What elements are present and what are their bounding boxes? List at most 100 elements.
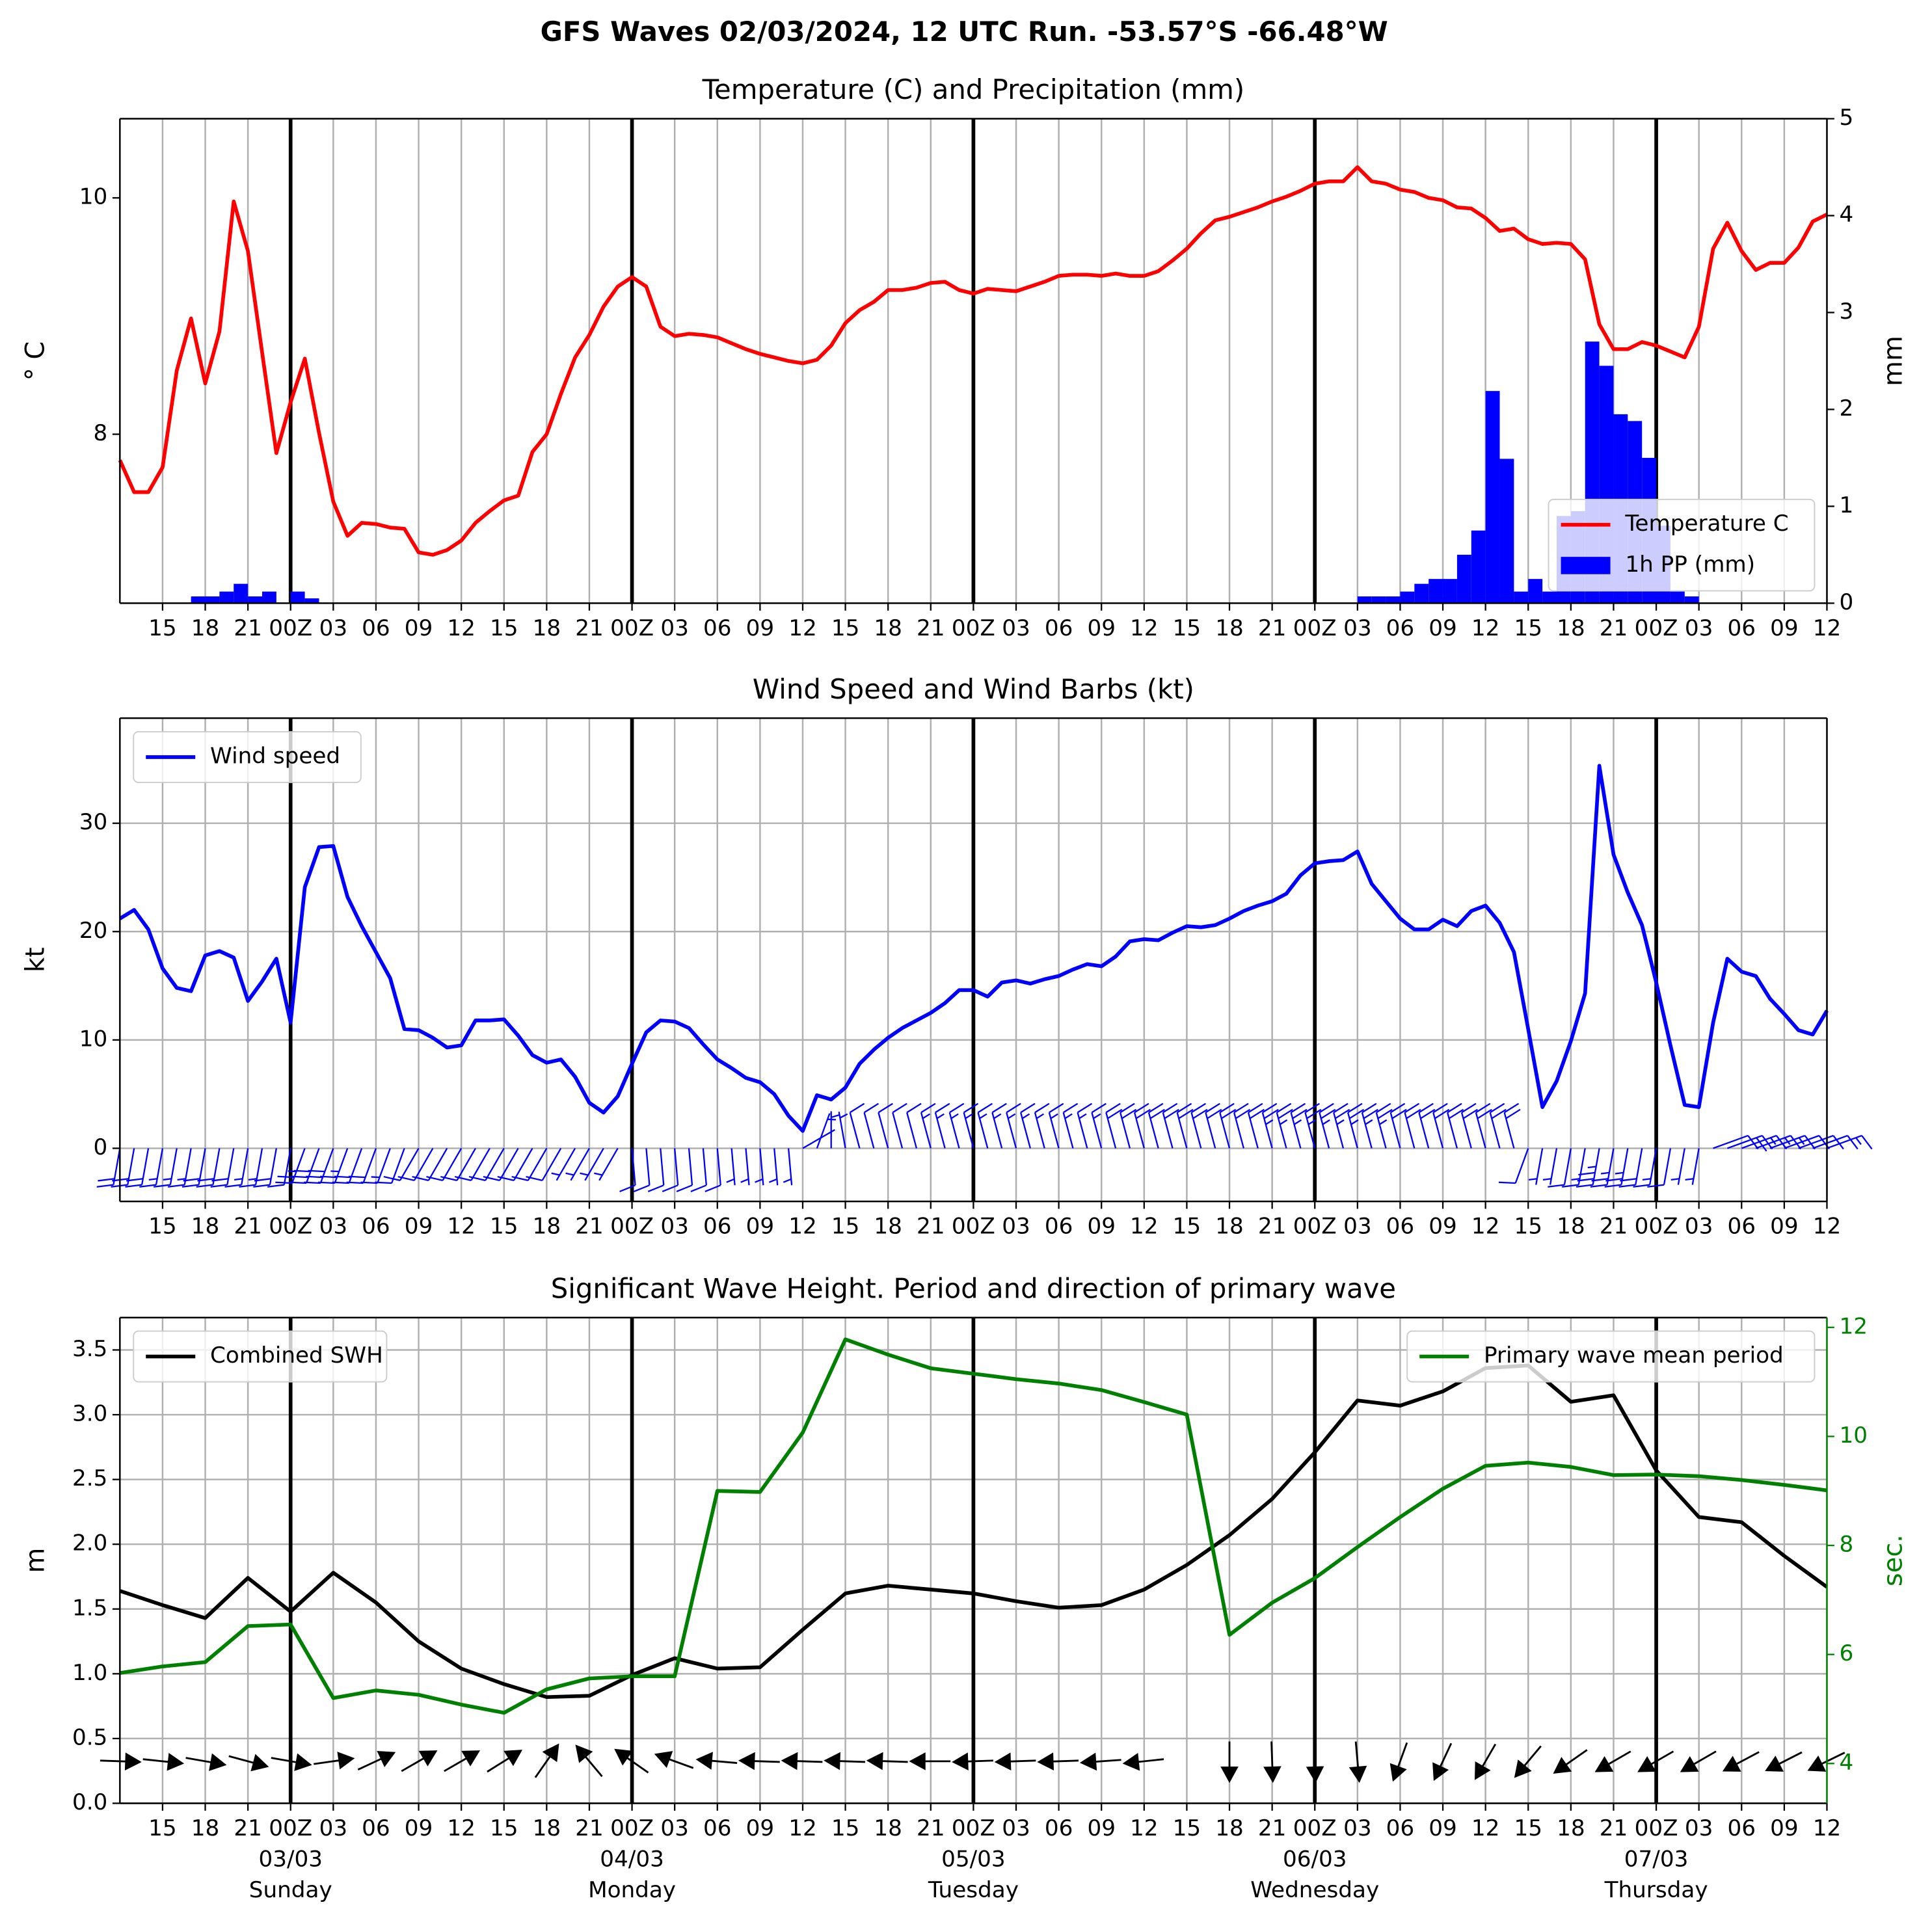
wind-barb [1604,1148,1629,1188]
x-tick-label: 09 [1087,615,1116,641]
wind-barb [346,1148,377,1184]
x-tick-label: 03 [1343,1213,1372,1239]
wind-barb [181,1148,206,1188]
wave-direction-arrow [534,1743,559,1778]
x-tick-label: 15 [831,1815,860,1841]
x-tick-label: 00Z [1635,615,1678,641]
wind-barb [1576,1148,1600,1188]
x-tick-label: 12 [1813,1815,1842,1841]
wind-barb [1727,1134,1773,1152]
x-tick-label: 06 [1728,1815,1756,1841]
x-tick-label: 12 [1130,1213,1159,1239]
y2-tick-label: 5 [1839,105,1853,131]
x-tick-label: 09 [1770,1213,1799,1239]
wind-barb [1769,1134,1816,1150]
x-tick-label: 12 [788,1213,817,1239]
x-tick-label: 15 [1514,615,1542,641]
wave-direction-arrow [1722,1751,1760,1772]
wave-direction-arrow [1553,1749,1588,1774]
wind-barb [360,1148,391,1184]
wave-direction-arrow [1263,1741,1281,1783]
wind-barb [1528,1148,1544,1185]
wind-barb [676,1148,693,1193]
x-tick-label: 21 [575,615,604,641]
wind-barb [1498,1148,1529,1184]
wind-barb [863,1102,879,1149]
x-tick-label: 21 [1600,1213,1628,1239]
x-tick-label: 21 [1600,615,1628,641]
wind-barb [619,1148,636,1193]
x-tick-label: 03 [1343,1815,1372,1841]
x-tick-label: 18 [533,1213,561,1239]
bar [1429,579,1443,604]
x-tick-label: 09 [1770,1815,1799,1841]
bar [1514,591,1529,604]
wind-barb [1162,1102,1179,1149]
bar [248,596,262,604]
wind-barb [1020,1102,1036,1149]
x-tick-label: 21 [1258,615,1287,641]
y-axis-label: ° C [21,341,51,380]
wind-barb [892,1102,907,1149]
wave-direction-arrow [357,1750,396,1771]
y-tick-label: 2.5 [72,1465,107,1491]
bar [1499,459,1514,604]
y-tick-label: 10 [79,1026,108,1052]
x-tick-label: 09 [1429,1213,1457,1239]
bar [1357,596,1372,604]
wind-barb [483,1147,519,1181]
day-weekday-label: Wednesday [1250,1877,1379,1903]
wind-barb [838,1112,848,1149]
legend: Wind speed [133,731,362,783]
x-tick-label: 12 [1471,1213,1500,1239]
wave-direction-arrow [1474,1743,1497,1780]
y-tick-label: 0 [94,1134,108,1160]
x-tick-label: 03 [1685,1815,1713,1841]
wind-barb [1120,1102,1137,1149]
x-tick-label: 18 [533,1815,561,1841]
bar [1386,596,1401,604]
bar [262,591,276,604]
y-axis-label: m [21,1548,51,1573]
wave-direction-arrow [781,1752,823,1770]
y2-axis-label: mm [1878,336,1908,386]
wind-barb [740,1148,750,1186]
x-tick-label: 03 [1002,615,1030,641]
wind-barb [375,1148,405,1184]
legend-box [1406,1330,1816,1383]
legend-label: Combined SWH [210,1342,383,1368]
x-tick-label: 09 [405,1815,433,1841]
wind-barb [755,1148,764,1186]
day-date-label: 04/03 [600,1846,664,1872]
wind-barb [1713,1134,1759,1150]
x-tick-label: 18 [1557,615,1585,641]
x-tick-label: 12 [1813,1213,1842,1239]
wind-barb [551,1147,576,1181]
wind-barb [704,1148,721,1193]
x-tick-label: 06 [362,1213,390,1239]
x-tick-label: 12 [447,1213,476,1239]
wind-barb [768,1148,779,1186]
bar [1670,591,1685,604]
wave-direction-arrow [1389,1742,1408,1782]
day-date-label: 06/03 [1283,1846,1347,1872]
wave-direction-arrow [100,1752,142,1770]
x-tick-label: 09 [1087,1213,1116,1239]
line-series [118,764,1829,1133]
wind-barb [1219,1102,1237,1149]
x-tick-label: 21 [234,615,262,641]
x-tick-label: 18 [874,1213,902,1239]
wave-direction-arrow [1122,1753,1164,1771]
legend-swatch [1561,557,1611,574]
wind-barb [977,1102,993,1149]
wind-barb [1147,1102,1165,1149]
x-tick-label: 21 [234,1815,262,1841]
y-tick-label: 3.5 [72,1336,107,1362]
x-tick-label: 09 [405,615,433,641]
x-tick-label: 03 [660,615,689,641]
y2-tick-label: 12 [1839,1313,1868,1339]
y2-tick-label: 3 [1839,299,1853,325]
legend-label: 1h PP (mm) [1625,552,1755,578]
x-tick-label: 15 [148,1213,177,1239]
x-tick-label: 06 [703,1815,732,1841]
